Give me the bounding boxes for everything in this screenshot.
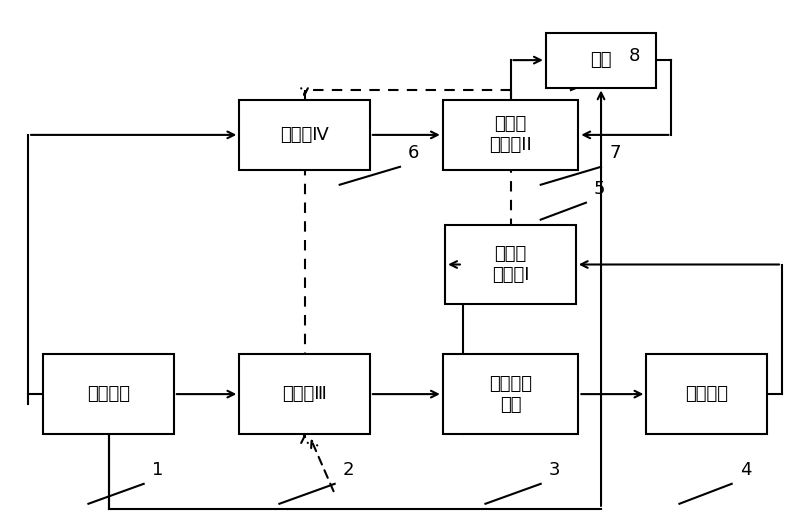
Text: 1: 1: [152, 461, 163, 479]
Text: 2: 2: [342, 461, 354, 479]
Bar: [239, 354, 370, 434]
Bar: [239, 100, 370, 170]
Bar: [442, 100, 578, 170]
Text: 延时: 延时: [590, 51, 612, 69]
Text: 卡尔曼
滤波器II: 卡尔曼 滤波器II: [489, 115, 532, 154]
Bar: [446, 225, 576, 304]
Text: 电液伺服
系统: 电液伺服 系统: [489, 375, 532, 414]
Text: 5: 5: [594, 180, 606, 198]
Text: 8: 8: [629, 47, 641, 65]
Bar: [442, 354, 578, 434]
Text: 6: 6: [408, 144, 419, 162]
Text: 滤波器Ⅳ: 滤波器Ⅳ: [280, 126, 329, 144]
Bar: [546, 33, 656, 87]
Text: 响应信号: 响应信号: [685, 385, 728, 403]
Bar: [646, 354, 767, 434]
Bar: [43, 354, 174, 434]
Text: 参考信号: 参考信号: [87, 385, 130, 403]
Text: 卡尔曼
滤波器I: 卡尔曼 滤波器I: [492, 245, 530, 284]
Text: 4: 4: [740, 461, 751, 479]
Text: 7: 7: [609, 144, 621, 162]
Text: 滤波器Ⅲ: 滤波器Ⅲ: [282, 385, 327, 403]
Text: 3: 3: [549, 461, 560, 479]
